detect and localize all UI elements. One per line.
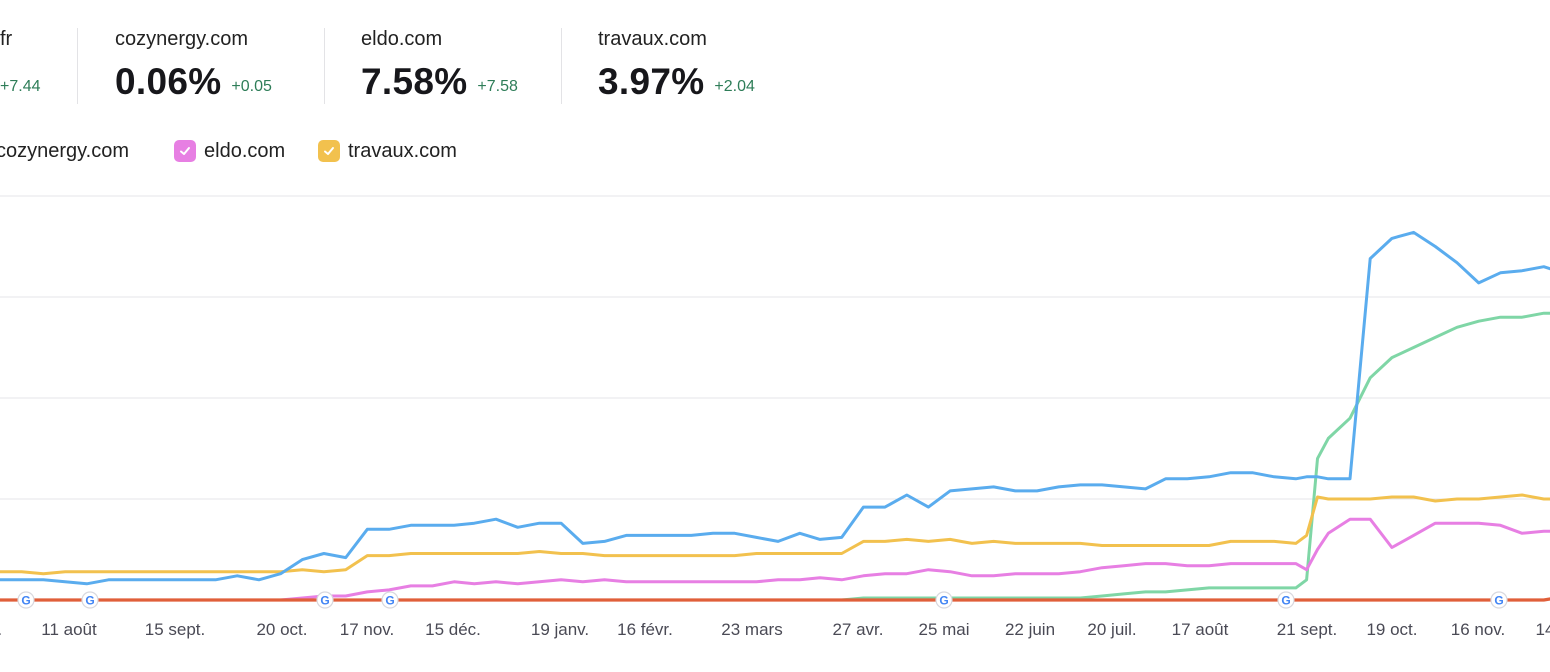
stats-bar: fr +7.44 cozynergy.com 0.06% +0.05 eldo.c…: [0, 0, 1550, 110]
x-tick-label: 19 oct.: [1366, 620, 1417, 639]
google-g-icon: G: [320, 594, 329, 608]
google-update-marker: G: [17, 591, 35, 609]
google-update-marker: G: [81, 591, 99, 609]
google-g-icon: G: [385, 594, 394, 608]
google-update-marker: G: [316, 591, 334, 609]
series-line-eldo-com: [0, 517, 1550, 602]
x-tick-label: 17 août: [1172, 620, 1229, 639]
stat-name: cozynergy.com: [115, 28, 249, 50]
stat-name: eldo.com: [361, 28, 443, 50]
x-tick-label: 15 déc.: [425, 620, 481, 639]
x-tick-label: 16 nov.: [1451, 620, 1506, 639]
google-update-marker: G: [1277, 591, 1295, 609]
google-g-icon: G: [1281, 594, 1290, 608]
x-tick-label: 11 août: [41, 620, 97, 639]
check-icon[interactable]: [318, 140, 340, 162]
marker-bg: [381, 591, 399, 609]
x-tick-label: 14: [1536, 620, 1550, 639]
stat-name: fr: [0, 28, 13, 50]
google-g-icon: G: [21, 594, 30, 608]
google-g-icon: G: [85, 594, 94, 608]
legend-item-eldo[interactable]: eldo.com: [174, 136, 285, 166]
google-update-marker: G: [1490, 591, 1508, 609]
stat-fr[interactable]: fr +7.44: [0, 28, 40, 106]
x-tick-label: 23 mars: [721, 620, 782, 639]
legend-label: cozynergy.com: [0, 139, 130, 162]
x-tick-label: 19 janv.: [531, 620, 589, 639]
google-update-marker: G: [381, 591, 399, 609]
x-tick-label: 25 mai: [918, 620, 969, 639]
check-icon[interactable]: [174, 140, 196, 162]
x-tick-label: 15 sept.: [145, 620, 206, 639]
google-g-icon: G: [939, 594, 948, 608]
google-update-marker: G: [935, 591, 953, 609]
stat-value: 7.58%: [361, 61, 468, 102]
marker-bg: [17, 591, 35, 609]
x-tick-label: 20 oct.: [256, 620, 307, 639]
stat-eldo[interactable]: eldo.com 7.58% +7.58: [361, 28, 518, 106]
series-line-travaux-com: [0, 493, 1550, 576]
stat-delta: +2.04: [714, 78, 755, 95]
legend-item-cozynergy[interactable]: cozynergy.com: [0, 136, 129, 166]
stat-name: travaux.com: [598, 28, 707, 50]
x-tick-label: 16 févr.: [617, 620, 673, 639]
series-line-fr: [0, 230, 1550, 586]
stat-value: 0.06%: [115, 61, 222, 102]
marker-bg: [316, 591, 334, 609]
stat-value: 3.97%: [598, 61, 705, 102]
marker-bg: [935, 591, 953, 609]
x-tick-label: 21 sept.: [1277, 620, 1338, 639]
stat-travaux[interactable]: travaux.com 3.97% +2.04: [598, 28, 755, 106]
series-line-ext-green: [0, 311, 1550, 602]
visibility-line-chart: il. 11 août 15 sept. 20 oct. 17 nov. 15 déc. 1…: [0, 195, 1550, 639]
x-tick-label: 20 juil.: [1087, 620, 1136, 639]
marker-bg: [81, 591, 99, 609]
legend-label: travaux.com: [348, 139, 457, 162]
stat-delta: +7.44: [0, 78, 41, 95]
x-tick-label: 27 avr.: [832, 620, 883, 639]
google-g-icon: G: [1494, 594, 1503, 608]
x-tick-label: il.: [0, 620, 2, 639]
x-tick-label: 17 nov.: [340, 620, 395, 639]
legend-label: eldo.com: [204, 139, 286, 162]
separator: [77, 28, 78, 104]
stat-delta: +0.05: [231, 78, 272, 95]
separator: [561, 28, 562, 104]
separator: [324, 28, 325, 104]
stat-cozynergy[interactable]: cozynergy.com 0.06% +0.05: [115, 28, 272, 106]
chart-legend: cozynergy.com eldo.com travaux.com: [0, 136, 1550, 166]
stat-delta: +7.58: [477, 78, 518, 95]
x-tick-label: 22 juin: [1005, 620, 1055, 639]
series-line-cozynergy-com: [0, 597, 1550, 602]
legend-item-travaux[interactable]: travaux.com: [318, 136, 457, 166]
marker-bg: [1490, 591, 1508, 609]
marker-bg: [1277, 591, 1295, 609]
